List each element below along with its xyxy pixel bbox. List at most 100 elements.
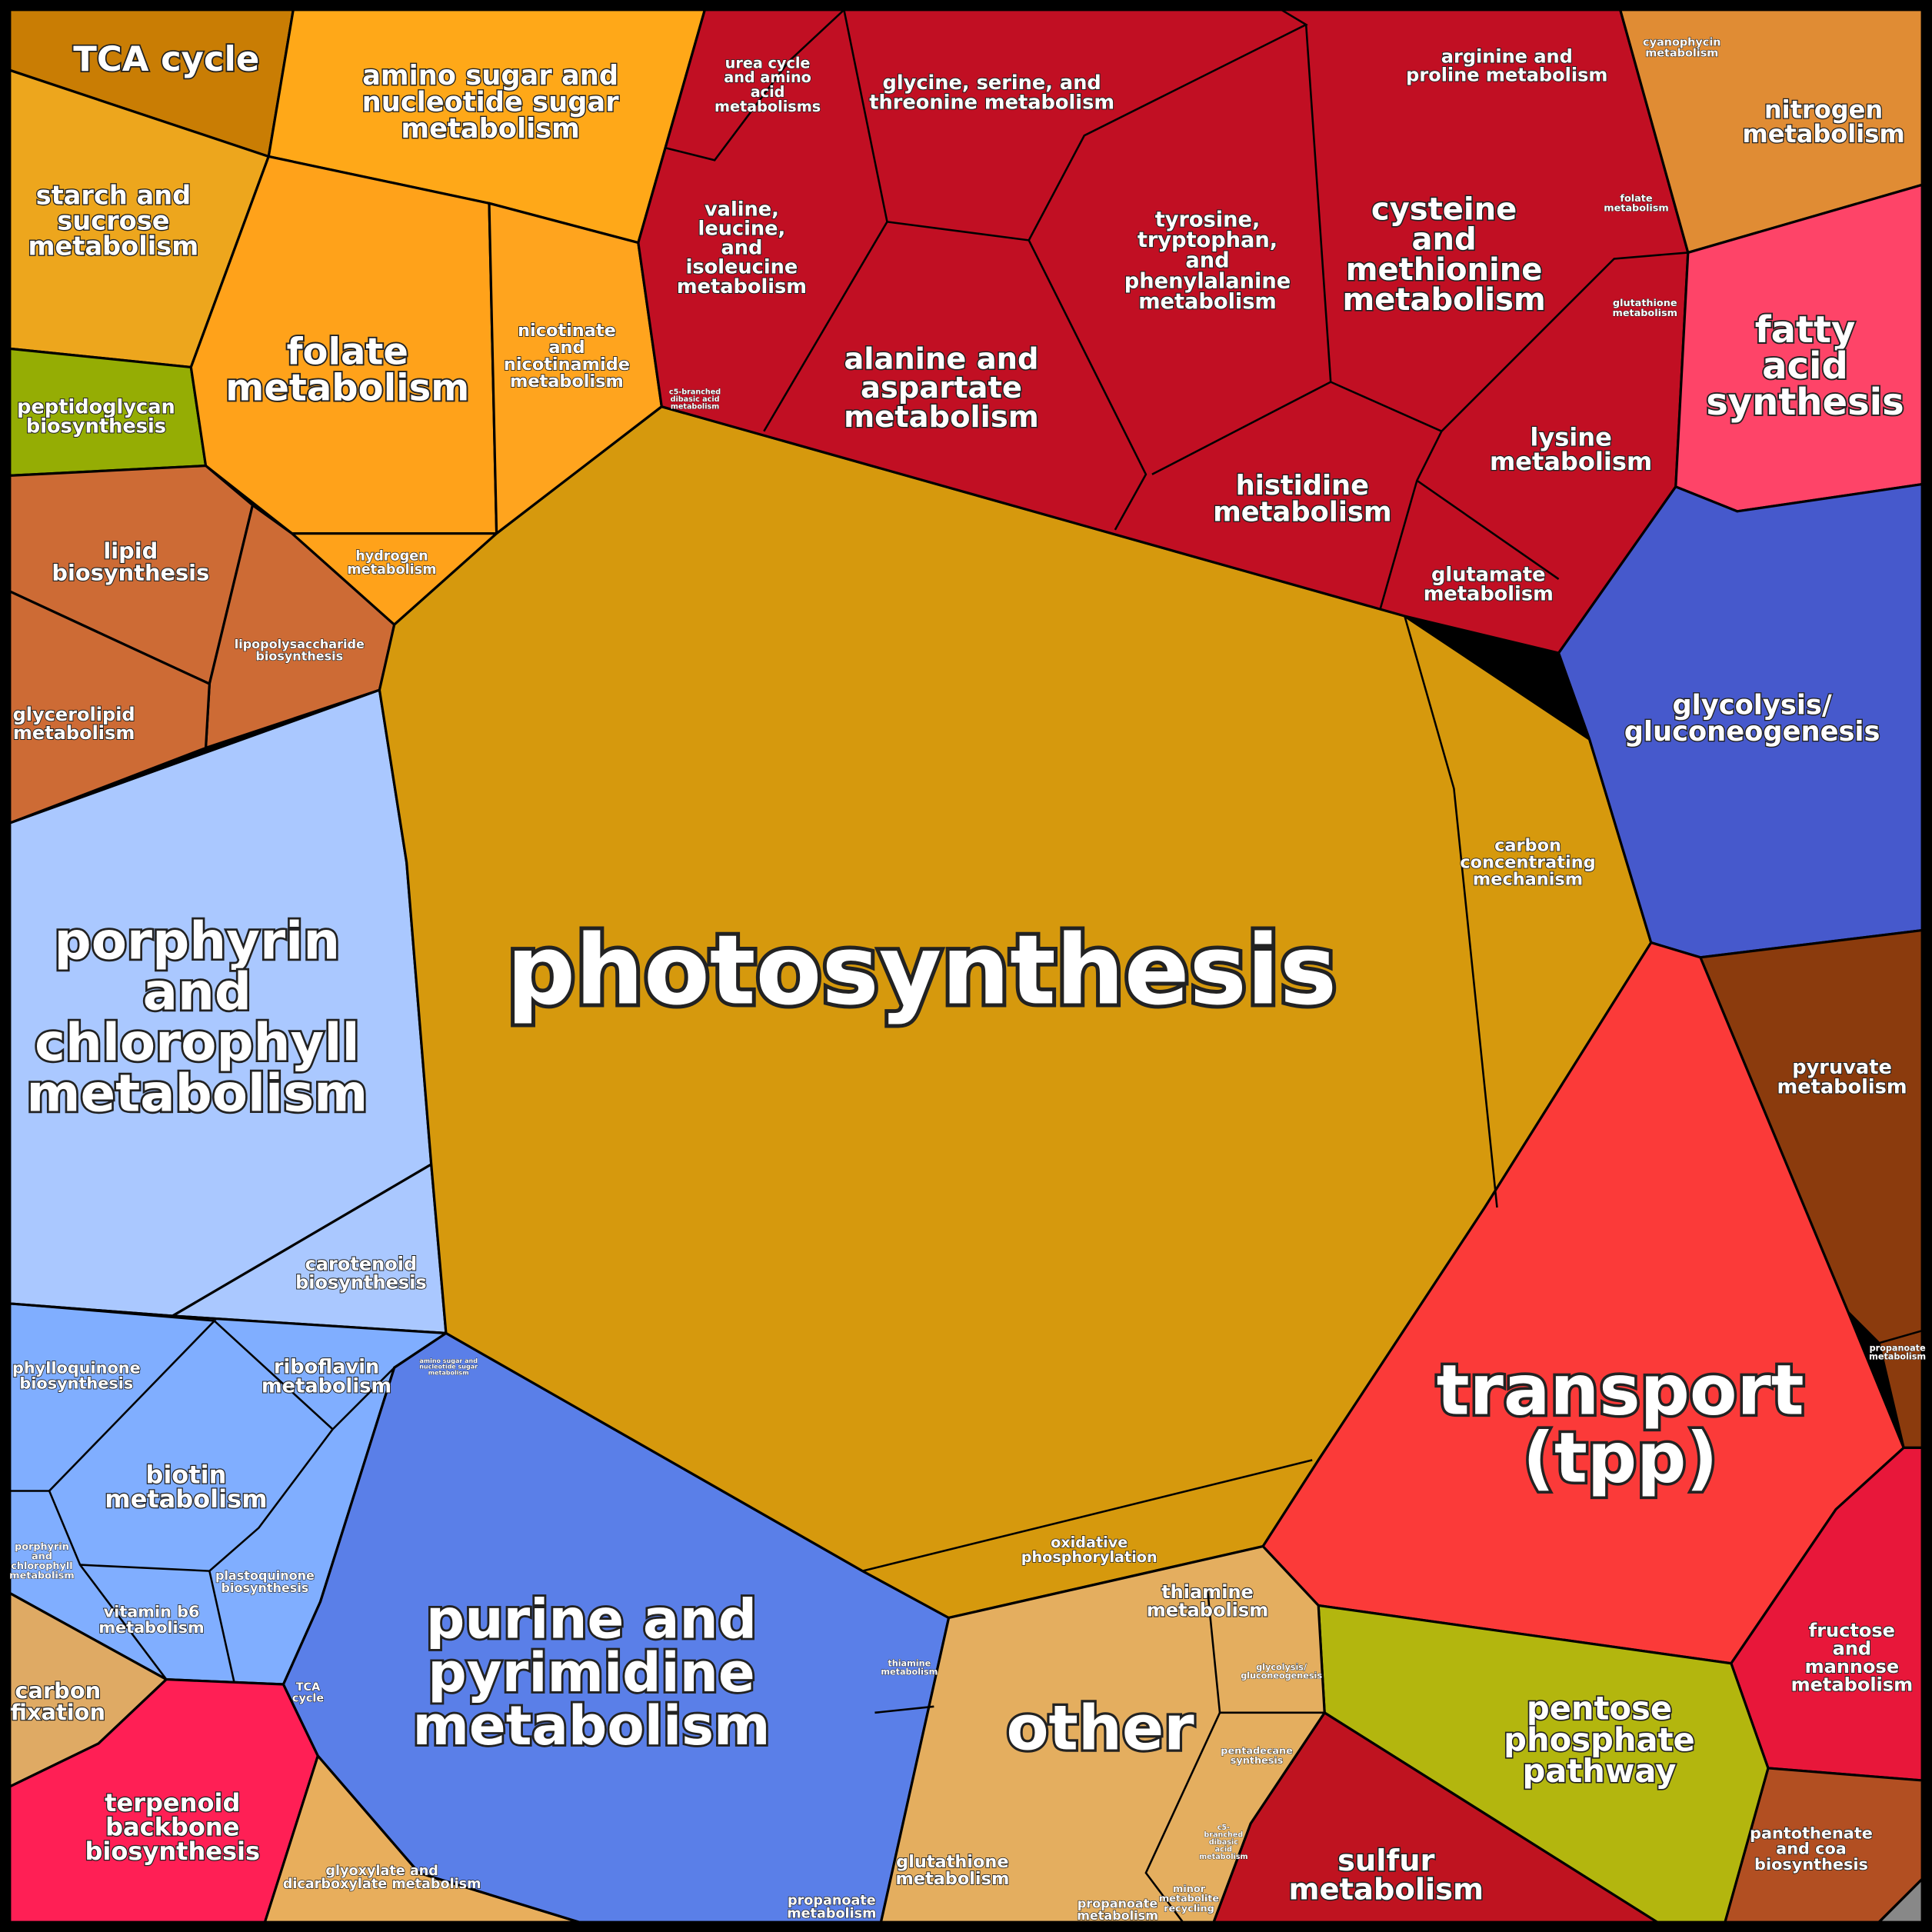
label-line: proline metabolism <box>1406 64 1607 85</box>
region-label: terpenoid backbone biosynthesis <box>85 1788 260 1866</box>
label-line: metabolism <box>105 1484 267 1514</box>
region-label: glutathione metabolism <box>895 1851 1009 1888</box>
region-label: lipopolysaccharide biosynthesis <box>235 637 365 664</box>
label-line: metabolism <box>1742 119 1904 148</box>
label-line: carbon <box>1494 835 1561 855</box>
label-line: mannose <box>1805 1656 1900 1677</box>
region-label: pentadecane synthesis <box>1221 1745 1293 1767</box>
label-line: tyrosine, <box>1155 208 1261 232</box>
region-label: c5-branched dibasic acid metabolism <box>669 388 721 411</box>
region <box>8 590 211 824</box>
label-line: propanoate <box>788 1893 876 1908</box>
label-line: and <box>721 237 762 260</box>
label-line: synthesis <box>1231 1755 1284 1767</box>
label-line: glycine, serine, and <box>882 72 1101 95</box>
region-label: propanoate metabolism <box>1077 1896 1158 1923</box>
label-line: pentose <box>1527 1689 1672 1727</box>
region-label: vitamin b6 metabolism <box>98 1602 204 1636</box>
divider <box>1144 1712 1221 1923</box>
label-line: metabolism <box>26 1063 368 1123</box>
label-line: cyanophycin <box>1643 36 1721 48</box>
label-line: fructose <box>1809 1620 1895 1641</box>
label-line: alanine and <box>844 341 1038 376</box>
label-line: metabolism <box>347 562 436 578</box>
region-label: amino sugar and nucleotide sugar metabolis… <box>419 1357 478 1376</box>
label-line: biosynthesis <box>85 1837 260 1866</box>
region-label: porphyrin and chlorophyll metabolism <box>26 911 368 1123</box>
region-label: propanoate metabolism <box>1869 1344 1926 1362</box>
label-line: acid <box>1762 345 1848 388</box>
region-label: carotenoid biosynthesis <box>295 1254 427 1294</box>
region-label: sulfur metabolism <box>1288 1844 1484 1907</box>
label-line: porphyrin <box>55 911 341 971</box>
label-line: and <box>1185 248 1229 272</box>
label-line: and <box>143 961 251 1021</box>
label-line: biosynthesis <box>26 415 166 438</box>
label-line: minor <box>1173 1884 1206 1895</box>
label-line: metabolism <box>1604 202 1668 214</box>
region-label: arginine and proline metabolism <box>1406 46 1607 86</box>
label-line: branched <box>1204 1831 1243 1840</box>
region-label: lysine metabolism <box>1490 423 1652 476</box>
label-line: arginine and <box>1441 46 1573 68</box>
label-line: amino sugar and <box>362 60 618 92</box>
label-line: (tpp) <box>1523 1419 1717 1499</box>
label-line: metabolism <box>1199 1853 1247 1861</box>
region-label: folate metabolism <box>1604 193 1668 215</box>
region-label: folate metabolism <box>225 330 469 409</box>
label-line: fixation <box>11 1699 105 1725</box>
divider <box>1878 1329 1923 1344</box>
label-line: metabolism <box>1213 497 1392 528</box>
region-label: fatty acid synthesis <box>1706 308 1904 424</box>
label-line: metabolism <box>428 1369 469 1376</box>
label-line: metabolism <box>225 366 469 409</box>
label-line: glycolysis/ <box>1256 1662 1307 1672</box>
label-line: metabolism <box>28 231 198 261</box>
region-label: photosynthesis <box>507 915 1337 1027</box>
label-line: and <box>548 337 585 357</box>
region <box>879 1544 1326 1924</box>
region-label: glycolysis/gluconeogenesis <box>1241 1662 1322 1681</box>
label-line: nucleotide sugar <box>419 1363 478 1370</box>
label-line: starch and <box>36 180 192 210</box>
region-label: lipid biosynthesis <box>52 538 209 585</box>
label-line: dibasic <box>1209 1838 1239 1847</box>
region-label: TCA cycle <box>73 38 259 79</box>
label-line: fatty <box>1755 308 1856 351</box>
region-label: glyoxylate and dicarboxylate metabolism <box>283 1864 481 1892</box>
label-line: phenylalanine <box>1124 269 1291 293</box>
label-line: phylloquinone <box>12 1358 141 1377</box>
label-line: metabolite <box>1159 1893 1220 1904</box>
label-line: metabolism <box>261 1375 391 1398</box>
label-line: lysine <box>1530 423 1611 452</box>
label-line: biosynthesis <box>222 1580 309 1594</box>
divider <box>862 1459 1313 1572</box>
region-label: oxidative phosphorylation <box>1021 1533 1158 1565</box>
label-line: pyrimidine <box>428 1641 754 1704</box>
label-line: acid <box>1215 1845 1232 1854</box>
region-label: alanine and aspartate metabolism <box>844 341 1039 434</box>
label-line: chlorophyll <box>35 1012 359 1072</box>
label-line: glutathione <box>896 1851 1008 1871</box>
region-label: pyruvate metabolism <box>1777 1056 1907 1098</box>
label-line: metabolism <box>412 1694 770 1757</box>
label-line: phosphate <box>1504 1720 1695 1758</box>
region-label: other <box>1007 1692 1195 1764</box>
region-label: glycine, serine, and threonine metabolism <box>869 72 1114 114</box>
label-line: purine and <box>426 1587 757 1651</box>
label-line: recycling <box>1164 1903 1214 1914</box>
labels: TCA cycle amino sugar and nucleotide sugar… <box>9 36 1927 1923</box>
label-line: metabolism <box>1138 290 1277 314</box>
region-label: nicotinate and nicotinamide metabolism <box>504 321 630 391</box>
label-line: vitamin b6 <box>104 1602 200 1621</box>
label-line: metabolism <box>1612 307 1677 318</box>
region-label: thiamine metabolism <box>881 1659 938 1677</box>
label-line: nitrogen <box>1764 95 1883 125</box>
label-line: synthesis <box>1706 381 1904 424</box>
divider <box>208 1571 235 1683</box>
label-line: carotenoid <box>305 1254 418 1275</box>
label-line: threonine metabolism <box>869 91 1114 114</box>
label-line: hydrogen <box>355 548 428 564</box>
label-line: metabolism <box>1077 1908 1158 1923</box>
